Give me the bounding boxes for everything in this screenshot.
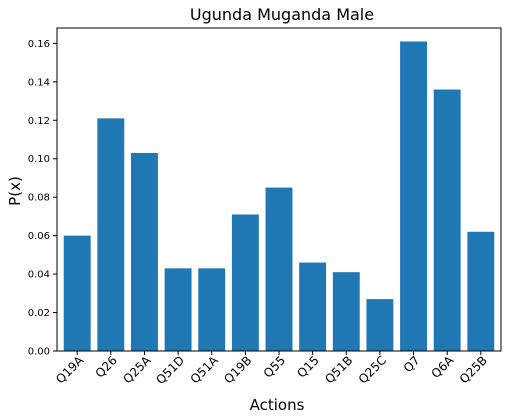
x-axis-label: Actions: [250, 396, 305, 414]
x-tick-label: Q25B: [457, 353, 490, 386]
bar-q15: [299, 262, 327, 351]
y-axis-label: P(x): [6, 176, 24, 206]
bar-q19a: [63, 235, 91, 351]
x-tick-label: Q26: [93, 353, 120, 380]
x-tick-label: Q6A: [429, 353, 457, 381]
x-axis-ticks: Q19A Q26 Q25A Q51D Q51A Q19B Q55 Q15 Q51B Q25C Q7 Q…: [53, 351, 490, 387]
chart-title: Ugunda Muganda Male: [190, 5, 374, 24]
x-tick-label: Q55: [261, 353, 288, 380]
bar-q25b: [467, 231, 495, 351]
x-tick-label: Q51D: [153, 353, 187, 387]
y-tick-label: 0.06: [28, 231, 50, 242]
bar-q51a: [198, 268, 226, 351]
bar-q51b: [332, 272, 360, 351]
y-tick-label: 0.12: [28, 116, 50, 127]
y-tick-label: 0.04: [28, 270, 50, 281]
x-tick-label: Q51B: [322, 353, 355, 386]
plot-frame: [56, 27, 502, 352]
bar-q19b: [231, 214, 259, 351]
y-axis-ticks: 0.00 0.02 0.04 0.06 0.08 0.10 0.12 0.14 0.16: [28, 39, 57, 358]
bar-q26: [97, 118, 125, 351]
bar-q25a: [131, 152, 158, 351]
y-tick-label: 0.14: [28, 77, 50, 88]
y-tick-label: 0.08: [28, 193, 50, 204]
y-tick-label: 0.02: [28, 308, 50, 319]
y-tick-label: 0.00: [28, 347, 50, 358]
x-tick-label: Q19B: [221, 353, 254, 386]
x-tick-label: Q25C: [356, 353, 389, 386]
x-tick-label: Q19A: [53, 353, 87, 387]
bars-group: [63, 41, 495, 352]
bar-q55: [265, 187, 293, 351]
bar-q6a: [433, 89, 461, 352]
x-tick-label: Q25A: [120, 353, 154, 387]
x-tick-label: Q15: [294, 353, 321, 380]
x-tick-label: Q51A: [188, 353, 222, 387]
bar-q7: [400, 41, 427, 351]
y-tick-label: 0.10: [28, 154, 50, 165]
y-tick-label: 0.16: [28, 39, 50, 50]
bar-q25c: [366, 299, 394, 351]
bar-q51d: [164, 268, 192, 351]
x-tick-label: Q7: [401, 353, 423, 375]
